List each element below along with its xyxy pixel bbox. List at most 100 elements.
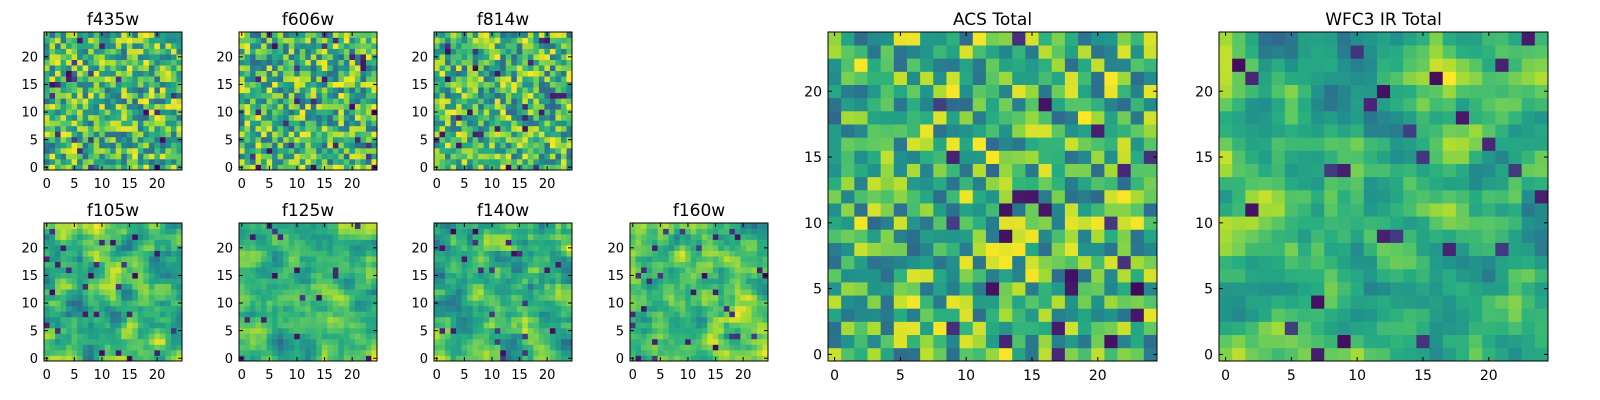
heatmap-cell bbox=[1104, 282, 1118, 296]
heatmap-cell bbox=[332, 136, 339, 143]
heatmap-cell bbox=[511, 316, 518, 323]
heatmap-cell bbox=[354, 98, 361, 105]
heatmap-cell bbox=[500, 153, 507, 160]
heatmap-cell bbox=[946, 216, 960, 230]
heatmap-cell bbox=[71, 333, 78, 340]
heatmap-cell bbox=[110, 103, 117, 110]
heatmap-cell bbox=[527, 125, 534, 132]
heatmap-cell bbox=[143, 43, 150, 49]
heatmap-cell bbox=[99, 48, 106, 55]
heatmap-cell bbox=[338, 131, 345, 138]
heatmap-cell bbox=[343, 344, 350, 351]
heatmap-cell bbox=[44, 43, 50, 49]
heatmap-cell bbox=[999, 189, 1013, 204]
heatmap-cell bbox=[165, 322, 172, 329]
heatmap-cell bbox=[159, 164, 166, 171]
heatmap-cell bbox=[49, 239, 56, 246]
heatmap-cell bbox=[261, 289, 267, 296]
heatmap-cell bbox=[549, 294, 556, 301]
heatmap-cell bbox=[544, 147, 551, 154]
heatmap-cell bbox=[701, 234, 708, 240]
heatmap-cell bbox=[756, 272, 763, 279]
heatmap-cell bbox=[148, 153, 155, 160]
heatmap-cell bbox=[244, 98, 251, 105]
heatmap-cell bbox=[538, 294, 545, 301]
heatmap-cell bbox=[566, 70, 573, 77]
heatmap-cell bbox=[1091, 229, 1105, 243]
heatmap-cell bbox=[148, 327, 155, 334]
heatmap-cell bbox=[71, 261, 78, 268]
heatmap-cell bbox=[176, 65, 183, 71]
heatmap-cell bbox=[505, 261, 512, 268]
heatmap-cell bbox=[641, 294, 647, 301]
heatmap-cell bbox=[255, 103, 262, 110]
heatmap-cell bbox=[137, 37, 144, 44]
heatmap-cell bbox=[635, 300, 642, 307]
heatmap-cell bbox=[516, 48, 523, 55]
heatmap-cell bbox=[266, 81, 273, 88]
heatmap-cell bbox=[893, 203, 908, 217]
heatmap-cell bbox=[255, 43, 262, 49]
heatmap-cell bbox=[316, 311, 323, 318]
heatmap-cell bbox=[132, 59, 139, 66]
heatmap-cell bbox=[439, 120, 446, 127]
heatmap-cell bbox=[959, 163, 974, 178]
heatmap-cell bbox=[505, 103, 512, 110]
heatmap-cell bbox=[176, 349, 183, 356]
heatmap-cell bbox=[718, 300, 725, 307]
heatmap-cell bbox=[450, 305, 457, 312]
heatmap-cell bbox=[489, 289, 496, 296]
heatmap-cell bbox=[137, 136, 144, 143]
heatmap-cell bbox=[456, 54, 462, 60]
heatmap-cell bbox=[299, 239, 306, 246]
heatmap-cell bbox=[288, 153, 295, 160]
heatmap-cell bbox=[60, 125, 67, 132]
heatmap-cell bbox=[115, 300, 122, 307]
heatmap-cell bbox=[478, 147, 485, 154]
heatmap-cell bbox=[371, 322, 378, 329]
heatmap-cell bbox=[1104, 321, 1118, 336]
heatmap-cell bbox=[445, 228, 451, 235]
heatmap-cell bbox=[505, 316, 512, 323]
heatmap-cell bbox=[49, 294, 56, 301]
heatmap-cell bbox=[718, 327, 725, 334]
heatmap-cell bbox=[316, 81, 323, 88]
panel-title: f606w bbox=[282, 10, 334, 30]
heatmap-cell bbox=[261, 344, 267, 351]
heatmap-cell bbox=[299, 43, 306, 49]
heatmap-cell bbox=[93, 43, 100, 49]
heatmap-cell bbox=[316, 333, 323, 340]
heatmap-cell bbox=[549, 131, 556, 138]
heatmap-cell bbox=[110, 267, 117, 274]
heatmap-cell bbox=[544, 333, 551, 340]
heatmap-cell bbox=[828, 229, 842, 243]
heatmap-cell bbox=[445, 103, 451, 110]
x-tick-label: 15 bbox=[511, 177, 528, 192]
heatmap-cell bbox=[250, 250, 256, 257]
heatmap-cell bbox=[288, 125, 295, 132]
heatmap-cell bbox=[478, 43, 485, 49]
heatmap-cell bbox=[718, 250, 725, 257]
heatmap-cell bbox=[972, 268, 987, 283]
heatmap-cell bbox=[555, 272, 562, 279]
heatmap-cell bbox=[472, 103, 479, 110]
heatmap-cell bbox=[371, 234, 378, 240]
heatmap-cell bbox=[288, 131, 295, 138]
heatmap-cell bbox=[516, 327, 523, 334]
heatmap-cell bbox=[82, 250, 89, 257]
heatmap-cell bbox=[121, 76, 128, 83]
heatmap-cell bbox=[159, 305, 166, 312]
heatmap-cell bbox=[176, 43, 183, 49]
heatmap-cell bbox=[527, 70, 534, 77]
heatmap-cell bbox=[505, 54, 512, 60]
heatmap-cell bbox=[365, 300, 372, 307]
heatmap-cell bbox=[99, 344, 106, 351]
heatmap-cell bbox=[867, 295, 881, 309]
heatmap-cell bbox=[549, 125, 556, 132]
heatmap-cell bbox=[288, 76, 295, 83]
heatmap-cell bbox=[707, 245, 714, 251]
heatmap-cell bbox=[55, 131, 61, 138]
heatmap-cell bbox=[327, 223, 334, 229]
heatmap-cell bbox=[456, 322, 462, 329]
